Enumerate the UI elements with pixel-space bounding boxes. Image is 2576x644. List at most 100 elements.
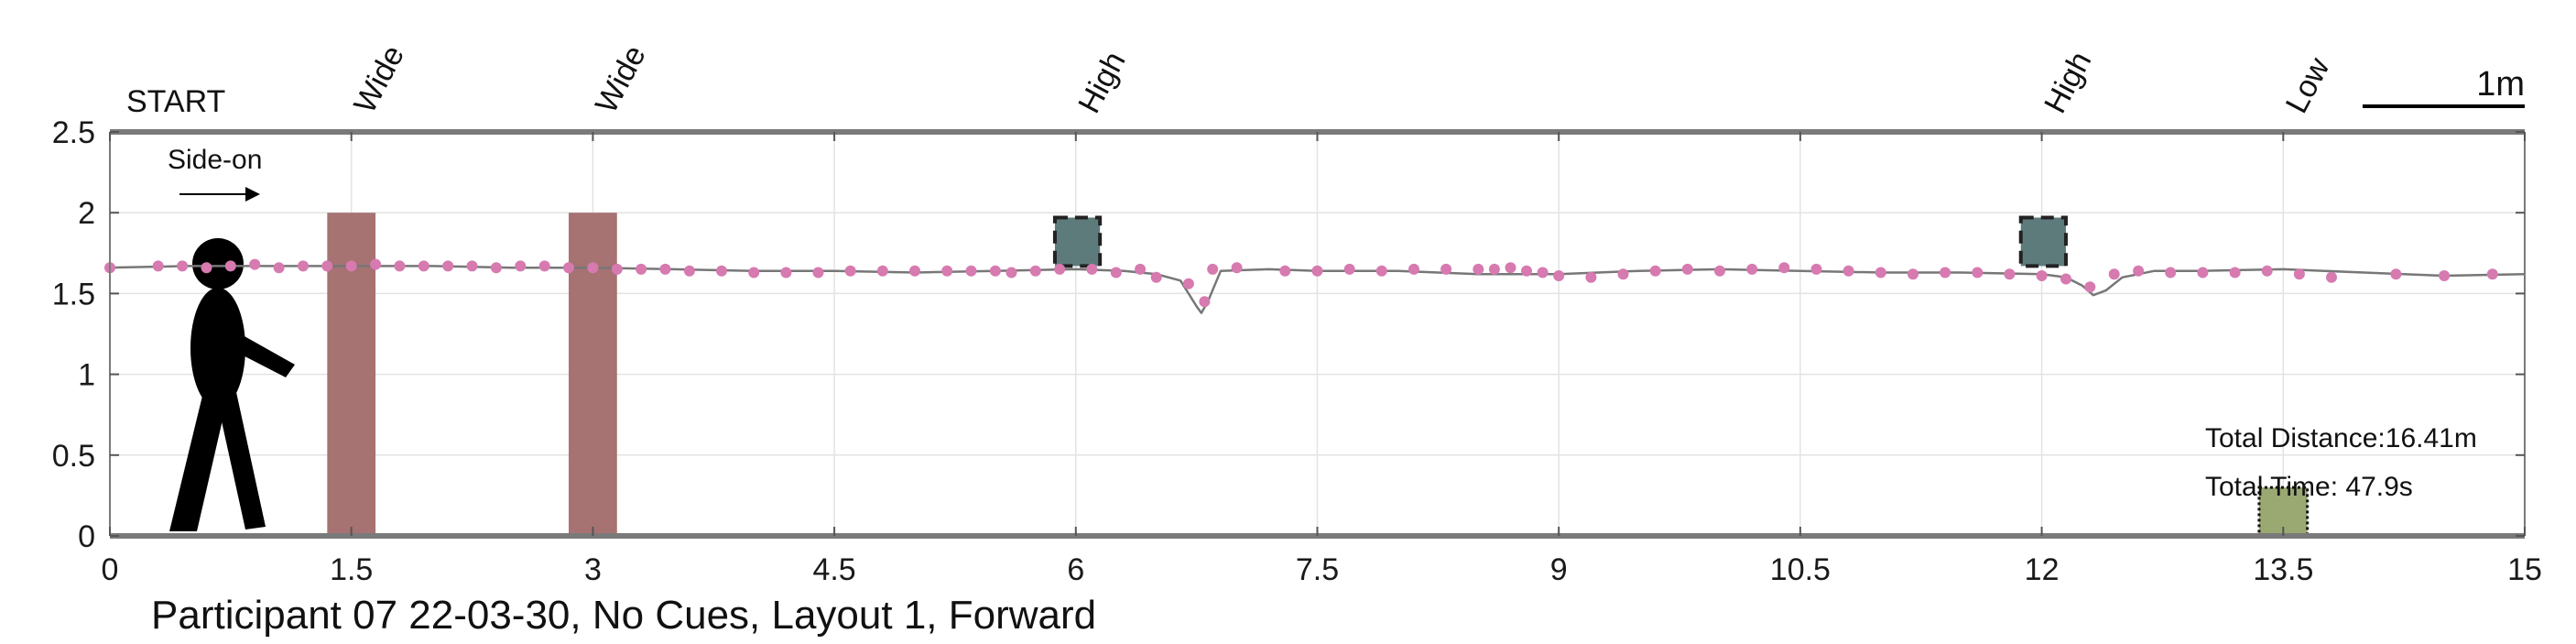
trajectory-point <box>1585 271 1597 283</box>
trajectory-point <box>1135 263 1147 275</box>
trajectory-point <box>1440 263 1452 275</box>
trajectory-point <box>1714 265 1725 277</box>
obstacle-label: High <box>2038 46 2098 119</box>
trajectory-line <box>109 265 2526 314</box>
trajectory-point <box>965 265 977 277</box>
grid-lines <box>110 132 2525 536</box>
trajectory-point <box>418 260 429 272</box>
trajectory-point <box>321 260 333 272</box>
trajectory-point <box>876 265 888 277</box>
trajectory-point <box>1617 268 1629 280</box>
trajectory-point <box>683 265 695 277</box>
trajectory-point <box>466 260 478 272</box>
trajectory-point <box>1488 263 1500 275</box>
trajectory-point <box>490 262 502 274</box>
x-tick-label: 1.5 <box>330 552 373 587</box>
trajectory-point <box>1182 278 1194 289</box>
trajectory-point <box>515 260 527 272</box>
trajectory-point <box>224 260 236 272</box>
obstacle-labels: Wide Wide High High Low <box>347 40 2337 119</box>
obstacle-label: High <box>1071 46 1132 119</box>
trajectory-point <box>1150 271 1162 283</box>
trajectory-point <box>844 265 856 277</box>
y-axis-ticks: 0 0.5 1 1.5 2 2.5 <box>52 115 2525 554</box>
trajectory-point <box>1505 262 1516 274</box>
trajectory-point <box>1005 267 1017 278</box>
trajectory-point <box>1343 263 1355 275</box>
trajectory-point <box>1972 267 1984 278</box>
x-tick-label: 9 <box>1550 552 1568 587</box>
trajectory-point <box>1908 268 1918 280</box>
trajectory-point <box>152 260 164 272</box>
trajectory-point <box>989 265 1001 277</box>
obstacle-label: Wide <box>589 40 653 119</box>
trajectory-point <box>2293 268 2305 280</box>
trajectory-point <box>442 260 454 272</box>
trajectory-point <box>1875 267 1886 278</box>
trajectory-point <box>1537 267 1549 278</box>
trajectory-point <box>1778 262 1790 274</box>
trajectory-point <box>1746 263 1758 275</box>
x-tick-label: 6 <box>1067 552 1084 587</box>
trajectory-point <box>1029 265 1041 277</box>
walker-figure-icon <box>169 238 295 531</box>
trajectory-point <box>2036 270 2048 281</box>
trajectory-point <box>2439 270 2451 281</box>
x-tick-label: 10.5 <box>1770 552 1831 587</box>
trajectory-point <box>1311 265 1323 277</box>
trajectory-point <box>2390 268 2402 280</box>
trajectory-point <box>2060 273 2071 285</box>
trajectory-point <box>941 265 953 277</box>
obstacle-high <box>1052 215 1103 268</box>
trajectory-point <box>370 258 382 270</box>
trajectory-point <box>2108 268 2120 280</box>
trajectory-point <box>273 262 285 274</box>
trajectory-point <box>2197 267 2209 278</box>
trajectory-point <box>716 265 727 277</box>
x-axis-ticks: 0 1.5 3 4.5 6 7.5 9 10.5 12 13.5 15 <box>102 132 2542 587</box>
trajectory-point <box>780 267 792 278</box>
trajectory-point <box>177 260 189 272</box>
trajectory-point <box>2004 268 2016 280</box>
trajectory-point <box>1231 262 1243 274</box>
obstacle-label: Wide <box>347 40 411 119</box>
chart-title: Participant 07 22-03-30, No Cues, Layout… <box>151 593 1096 638</box>
trajectory-point <box>1940 267 1951 278</box>
y-tick-label: 1.5 <box>52 277 95 311</box>
trajectory-point <box>201 262 212 274</box>
x-tick-label: 12 <box>2025 552 2060 587</box>
trajectory-point <box>345 260 357 272</box>
obstacle-high <box>2018 215 2068 268</box>
trajectory-point <box>1110 267 1122 278</box>
total-time-label: Total Time: 47.9s <box>2205 472 2413 502</box>
trajectory-point <box>394 260 406 272</box>
x-tick-label: 7.5 <box>1296 552 1339 587</box>
y-tick-label: 2 <box>78 196 95 231</box>
trajectory-point <box>1279 265 1291 277</box>
trajectory-point <box>812 267 824 278</box>
trajectory-point <box>659 263 671 275</box>
trajectory-point <box>2165 267 2177 278</box>
trajectory-point <box>1810 263 1822 275</box>
trajectory-point <box>636 263 647 275</box>
trajectory-point <box>2229 267 2241 278</box>
y-tick-label: 1 <box>78 358 95 393</box>
trajectory-point <box>1408 263 1419 275</box>
trajectory-point <box>1681 263 1693 275</box>
trajectory-point <box>1207 263 1219 275</box>
x-tick-label: 13.5 <box>2253 552 2313 587</box>
trajectory-point <box>1553 270 1565 281</box>
trajectory-point <box>2261 265 2273 277</box>
trajectory-point <box>249 258 261 270</box>
trajectory-point <box>1086 263 1098 275</box>
direction-label: Side-on <box>168 145 262 175</box>
x-tick-label: 15 <box>2507 552 2542 587</box>
trajectory-point <box>538 260 550 272</box>
trajectory-point <box>2326 271 2337 283</box>
y-tick-label: 0.5 <box>52 439 95 474</box>
y-tick-label: 0 <box>78 519 95 554</box>
trajectory-point <box>1649 265 1661 277</box>
y-tick-label: 2.5 <box>52 115 95 150</box>
trajectory-point <box>909 265 920 277</box>
scale-bar-label: 1m <box>2476 65 2525 104</box>
